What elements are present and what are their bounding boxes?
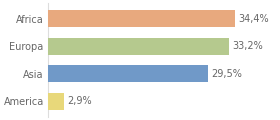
Text: 29,5%: 29,5% (212, 69, 243, 79)
Text: 34,4%: 34,4% (239, 14, 269, 24)
Text: 33,2%: 33,2% (232, 41, 263, 51)
Bar (48, 10, 235, 27)
Bar (48, 93, 64, 110)
Bar (48, 38, 229, 55)
Text: 2,9%: 2,9% (67, 96, 92, 106)
Bar (48, 65, 209, 82)
